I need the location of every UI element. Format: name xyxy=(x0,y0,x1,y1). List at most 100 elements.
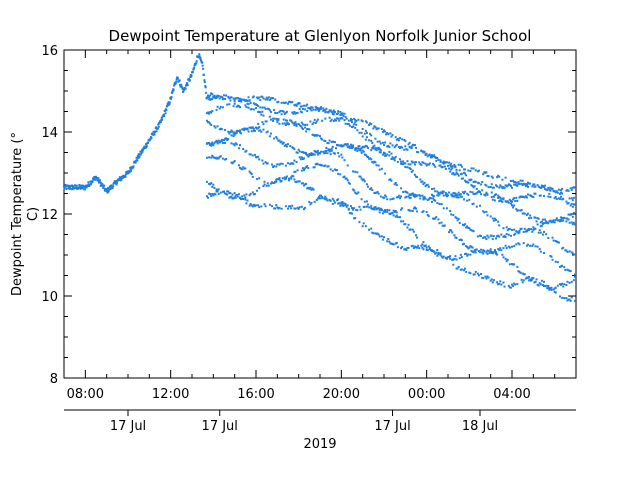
data-point xyxy=(453,195,456,198)
data-point xyxy=(226,103,229,106)
data-point xyxy=(437,251,440,254)
data-point xyxy=(120,178,123,181)
data-point xyxy=(535,220,538,223)
data-point xyxy=(424,162,427,165)
data-point xyxy=(521,272,524,275)
data-point xyxy=(210,111,213,114)
data-point xyxy=(205,195,208,198)
data-point xyxy=(485,191,488,194)
data-point xyxy=(245,193,248,196)
data-point xyxy=(229,99,232,102)
data-point xyxy=(205,119,208,122)
data-point xyxy=(501,200,504,203)
data-point xyxy=(361,135,364,138)
data-point xyxy=(400,160,403,163)
data-point xyxy=(305,182,308,185)
data-point xyxy=(401,160,404,163)
data-point xyxy=(533,183,536,186)
data-point xyxy=(193,66,196,69)
data-point xyxy=(534,245,537,248)
data-point xyxy=(329,199,332,202)
data-point xyxy=(519,179,522,182)
data-point xyxy=(511,229,513,232)
data-point xyxy=(329,153,332,156)
data-point xyxy=(404,248,407,251)
data-point xyxy=(379,195,382,198)
data-point xyxy=(415,246,417,249)
data-point xyxy=(432,162,435,165)
data-point xyxy=(433,154,436,157)
data-point xyxy=(97,179,100,182)
data-point xyxy=(453,257,456,260)
data-point xyxy=(367,156,369,159)
data-point xyxy=(152,130,155,133)
data-point xyxy=(304,206,307,209)
data-point xyxy=(415,207,417,210)
data-point xyxy=(364,129,367,132)
data-point xyxy=(182,89,185,92)
data-point xyxy=(274,98,277,101)
x-time-tick-label: 08:00 xyxy=(67,387,104,402)
data-point xyxy=(392,157,395,160)
data-point xyxy=(470,249,473,252)
data-point xyxy=(306,103,309,106)
data-point xyxy=(566,189,569,192)
data-point xyxy=(442,190,445,193)
data-point xyxy=(284,177,287,180)
data-point xyxy=(220,128,223,131)
data-point xyxy=(565,220,568,223)
data-point xyxy=(224,158,227,161)
data-point xyxy=(210,97,213,100)
data-point xyxy=(288,179,291,182)
data-point xyxy=(537,185,540,188)
data-point xyxy=(484,171,487,174)
data-point xyxy=(253,193,256,196)
data-point xyxy=(453,173,456,176)
data-point xyxy=(386,131,389,134)
data-point xyxy=(68,184,71,187)
data-point xyxy=(321,119,324,122)
data-point xyxy=(240,198,243,201)
data-point xyxy=(248,204,251,207)
data-point xyxy=(521,212,524,215)
data-point xyxy=(264,107,267,110)
data-point xyxy=(561,219,564,222)
data-point xyxy=(376,232,379,235)
data-point xyxy=(324,117,327,120)
data-point xyxy=(389,178,392,181)
data-point xyxy=(311,152,314,155)
data-point xyxy=(424,154,427,157)
data-point xyxy=(298,150,301,153)
data-point xyxy=(498,224,501,227)
data-point xyxy=(394,182,397,185)
data-point xyxy=(364,225,367,228)
data-point xyxy=(411,192,414,195)
data-point xyxy=(410,160,413,163)
data-point xyxy=(485,210,488,213)
data-point xyxy=(436,254,439,257)
data-point xyxy=(175,78,178,81)
data-point xyxy=(310,202,313,205)
data-point xyxy=(421,246,424,249)
data-point xyxy=(276,111,279,114)
data-point xyxy=(486,193,489,196)
data-point xyxy=(493,199,496,202)
data-point xyxy=(406,246,409,249)
data-point xyxy=(473,180,476,183)
data-point xyxy=(540,279,543,282)
data-point xyxy=(573,275,576,278)
data-point xyxy=(78,184,81,187)
data-point xyxy=(319,135,321,138)
y-tick-label: 8 xyxy=(50,372,58,387)
data-point xyxy=(533,185,536,188)
data-point xyxy=(412,207,415,210)
data-point xyxy=(209,98,212,101)
data-point xyxy=(294,103,297,106)
data-point xyxy=(312,121,315,124)
data-point xyxy=(490,183,493,186)
data-point xyxy=(233,144,236,147)
data-point xyxy=(226,190,229,193)
data-point xyxy=(353,123,356,126)
data-point xyxy=(339,110,342,113)
